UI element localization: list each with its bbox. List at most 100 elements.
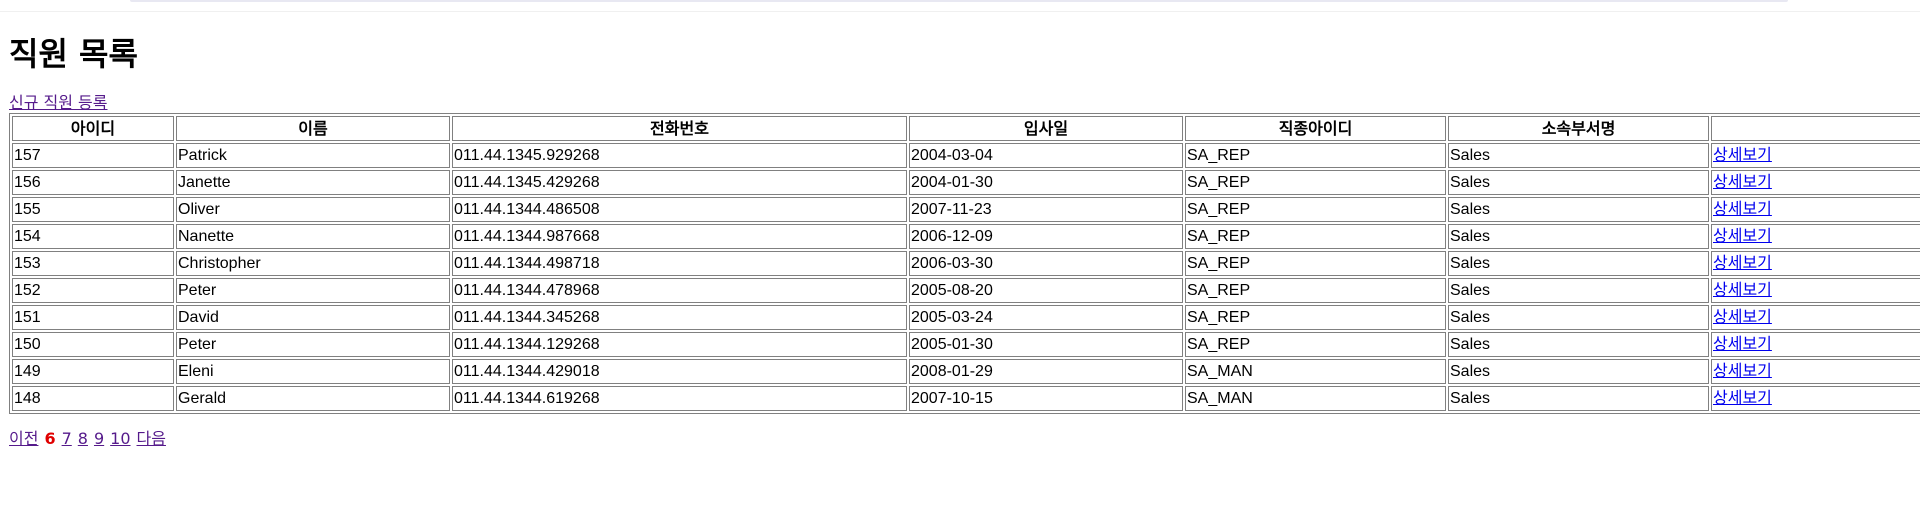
table-row: 154 Nanette 011.44.1344.987668 2006-12-09 SA… bbox=[12, 224, 1920, 249]
cell-action: 상세보기 bbox=[1711, 170, 1920, 195]
pagination-next-link[interactable]: 다음 bbox=[136, 429, 166, 448]
table-row: 152 Peter 011.44.1344.478968 2005-08-20 SA_R… bbox=[12, 278, 1920, 303]
employee-table: 아이디 이름 전화번호 입사일 직종아이디 소속부서명 157 Patrick 01… bbox=[9, 113, 1920, 414]
detail-link[interactable]: 상세보기 bbox=[1713, 228, 1772, 245]
cell-job-id: SA_MAN bbox=[1185, 386, 1446, 411]
cell-hire-date: 2005-08-20 bbox=[909, 278, 1183, 303]
table-row: 148 Gerald 011.44.1344.619268 2007-10-15 SA_… bbox=[12, 386, 1920, 411]
detail-link[interactable]: 상세보기 bbox=[1713, 147, 1772, 164]
cell-phone: 011.44.1344.987668 bbox=[452, 224, 907, 249]
cell-id: 154 bbox=[12, 224, 174, 249]
cell-job-id: SA_REP bbox=[1185, 332, 1446, 357]
cell-department: Sales bbox=[1448, 197, 1709, 222]
cell-department: Sales bbox=[1448, 251, 1709, 276]
cell-job-id: SA_REP bbox=[1185, 143, 1446, 168]
cell-department: Sales bbox=[1448, 359, 1709, 384]
cell-job-id: SA_REP bbox=[1185, 278, 1446, 303]
detail-link[interactable]: 상세보기 bbox=[1713, 336, 1772, 353]
cell-hire-date: 2006-03-30 bbox=[909, 251, 1183, 276]
cell-department: Sales bbox=[1448, 170, 1709, 195]
cell-job-id: SA_REP bbox=[1185, 251, 1446, 276]
header-action bbox=[1711, 116, 1920, 141]
cell-department: Sales bbox=[1448, 224, 1709, 249]
header-job-id: 직종아이디 bbox=[1185, 116, 1446, 141]
cell-name: Patrick bbox=[176, 143, 450, 168]
cell-id: 150 bbox=[12, 332, 174, 357]
table-row: 155 Oliver 011.44.1344.486508 2007-11-23 SA_… bbox=[12, 197, 1920, 222]
cell-action: 상세보기 bbox=[1711, 332, 1920, 357]
pagination-prev-link[interactable]: 이전 bbox=[9, 429, 39, 448]
detail-link[interactable]: 상세보기 bbox=[1713, 201, 1772, 218]
cell-phone: 011.44.1344.429018 bbox=[452, 359, 907, 384]
detail-link[interactable]: 상세보기 bbox=[1713, 390, 1772, 407]
header-id: 아이디 bbox=[12, 116, 174, 141]
cell-name: Nanette bbox=[176, 224, 450, 249]
cell-name: Eleni bbox=[176, 359, 450, 384]
cell-hire-date: 2005-01-30 bbox=[909, 332, 1183, 357]
header-department: 소속부서명 bbox=[1448, 116, 1709, 141]
cell-id: 155 bbox=[12, 197, 174, 222]
cell-action: 상세보기 bbox=[1711, 386, 1920, 411]
table-row: 157 Patrick 011.44.1345.929268 2004-03-04 SA… bbox=[12, 143, 1920, 168]
main-content: 직원 목록 신규 직원 등록 아이디 이름 전화번호 입사일 직종아이디 소속부… bbox=[9, 20, 1920, 449]
cell-hire-date: 2007-11-23 bbox=[909, 197, 1183, 222]
cell-action: 상세보기 bbox=[1711, 251, 1920, 276]
new-employee-link[interactable]: 신규 직원 등록 bbox=[9, 93, 108, 112]
detail-link[interactable]: 상세보기 bbox=[1713, 309, 1772, 326]
cell-job-id: SA_REP bbox=[1185, 197, 1446, 222]
cell-hire-date: 2005-03-24 bbox=[909, 305, 1183, 330]
pagination-page-9[interactable]: 9 bbox=[93, 429, 105, 448]
cell-name: Peter bbox=[176, 278, 450, 303]
detail-link[interactable]: 상세보기 bbox=[1713, 174, 1772, 191]
pagination-page-10[interactable]: 10 bbox=[110, 429, 131, 448]
cell-name: David bbox=[176, 305, 450, 330]
cell-action: 상세보기 bbox=[1711, 305, 1920, 330]
top-divider bbox=[0, 11, 1920, 12]
cell-action: 상세보기 bbox=[1711, 143, 1920, 168]
table-row: 153 Christopher 011.44.1344.498718 2006-03-… bbox=[12, 251, 1920, 276]
cell-job-id: SA_MAN bbox=[1185, 359, 1446, 384]
detail-link[interactable]: 상세보기 bbox=[1713, 255, 1772, 272]
cell-department: Sales bbox=[1448, 386, 1709, 411]
browser-top-frame bbox=[130, 0, 1788, 2]
cell-department: Sales bbox=[1448, 278, 1709, 303]
cell-action: 상세보기 bbox=[1711, 359, 1920, 384]
table-header-row: 아이디 이름 전화번호 입사일 직종아이디 소속부서명 bbox=[12, 116, 1920, 141]
detail-link[interactable]: 상세보기 bbox=[1713, 282, 1772, 299]
table-row: 150 Peter 011.44.1344.129268 2005-01-30 SA_R… bbox=[12, 332, 1920, 357]
employee-table-body: 157 Patrick 011.44.1345.929268 2004-03-04 SA… bbox=[12, 143, 1920, 411]
cell-department: Sales bbox=[1448, 332, 1709, 357]
pagination-page-8[interactable]: 8 bbox=[77, 429, 88, 448]
cell-department: Sales bbox=[1448, 143, 1709, 168]
cell-job-id: SA_REP bbox=[1185, 224, 1446, 249]
cell-phone: 011.44.1344.486508 bbox=[452, 197, 907, 222]
cell-id: 153 bbox=[12, 251, 174, 276]
header-name: 이름 bbox=[176, 116, 450, 141]
cell-phone: 011.44.1345.429268 bbox=[452, 170, 907, 195]
cell-job-id: SA_REP bbox=[1185, 305, 1446, 330]
page-title: 직원 목록 bbox=[9, 35, 138, 73]
table-row: 149 Eleni 011.44.1344.429018 2008-01-29 SA_M… bbox=[12, 359, 1920, 384]
cell-job-id: SA_REP bbox=[1185, 170, 1446, 195]
table-row: 156 Janette 011.44.1345.429268 2004-01-30 SA… bbox=[12, 170, 1920, 195]
pagination-current-page: 6 bbox=[44, 429, 56, 448]
table-row: 151 David 011.44.1344.345268 2005-03-24 SA_R… bbox=[12, 305, 1920, 330]
cell-id: 157 bbox=[12, 143, 174, 168]
cell-hire-date: 2007-10-15 bbox=[909, 386, 1183, 411]
cell-id: 149 bbox=[12, 359, 174, 384]
detail-link[interactable]: 상세보기 bbox=[1713, 363, 1772, 380]
cell-phone: 011.44.1344.478968 bbox=[452, 278, 907, 303]
cell-phone: 011.44.1344.619268 bbox=[452, 386, 907, 411]
cell-name: Janette bbox=[176, 170, 450, 195]
cell-action: 상세보기 bbox=[1711, 197, 1920, 222]
cell-department: Sales bbox=[1448, 305, 1709, 330]
pagination: 이전 6 7 8 9 10 다음 bbox=[9, 429, 1914, 449]
cell-action: 상세보기 bbox=[1711, 224, 1920, 249]
cell-name: Oliver bbox=[176, 197, 450, 222]
cell-id: 156 bbox=[12, 170, 174, 195]
pagination-page-7[interactable]: 7 bbox=[61, 429, 72, 448]
cell-hire-date: 2008-01-29 bbox=[909, 359, 1183, 384]
cell-name: Gerald bbox=[176, 386, 450, 411]
cell-hire-date: 2004-03-04 bbox=[909, 143, 1183, 168]
cell-action: 상세보기 bbox=[1711, 278, 1920, 303]
